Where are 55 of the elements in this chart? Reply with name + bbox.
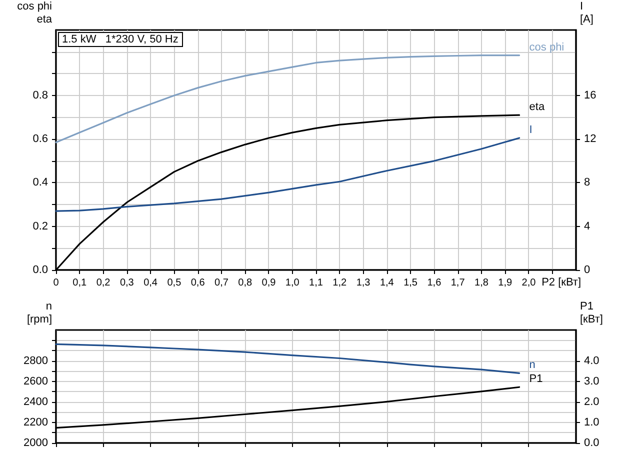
y2-axis-title: P1 [кВт] [580, 300, 603, 326]
y-axis-title: cos phi eta [17, 0, 53, 26]
line-series [55, 54, 520, 144]
y-tick-label: 2000 [24, 437, 48, 449]
y-tick-label: 0.6 [32, 133, 48, 146]
y2-tick-label: 4.0 [584, 354, 600, 367]
x-tick-label: 2,0 [522, 278, 536, 288]
x-tick-label: 1,3 [356, 278, 371, 288]
y-tick-label: 0.8 [32, 89, 48, 102]
series-label: eta [529, 101, 546, 114]
x-tick-label: 0,8 [238, 278, 252, 288]
x-tick-label: 0 [53, 278, 60, 288]
series-label: P1 [529, 373, 543, 386]
y-tick-label: 0.2 [32, 220, 48, 232]
y-tick-label: 2800 [24, 354, 48, 367]
x-tick-label: 1,7 [450, 278, 466, 288]
y2-tick-label: 1.0 [584, 416, 600, 428]
y-tick-label: 2400 [24, 396, 48, 408]
y-tick-label: 0.4 [32, 176, 48, 189]
x-tick-label: 0,7 [214, 278, 229, 288]
x-tick-label: 0,9 [262, 278, 276, 288]
x-axis-title: P2 [кВт] [542, 276, 582, 288]
x-tick-label: 1,5 [404, 278, 418, 288]
x-tick-label: 1,2 [332, 278, 348, 288]
line-series [55, 343, 520, 374]
y2-tick-label: 16 [584, 89, 596, 102]
y2-tick-label: 2.0 [584, 396, 600, 408]
y2-tick-label: 8 [584, 176, 590, 189]
series-label: n [529, 359, 536, 372]
x-tick-label: 0,2 [96, 278, 111, 288]
y-tick-label: 2600 [24, 375, 48, 388]
x-tick-label: 1,4 [380, 278, 394, 288]
y-axis-title: n [rpm] [26, 300, 52, 326]
y2-tick-label: 3.0 [584, 375, 600, 388]
x-tick-label: 1,8 [474, 278, 489, 288]
y-tick-label: 2200 [24, 416, 48, 428]
x-tick-label: 0,6 [190, 278, 206, 288]
x-tick-label: 1,1 [309, 278, 324, 288]
y2-tick-label: 0 [584, 264, 590, 276]
y2-axis-title: I [A] [580, 0, 594, 26]
x-tick-label: 0,1 [72, 278, 88, 288]
y2-tick-label: 12 [584, 133, 596, 146]
series-label: cos phi [529, 41, 564, 54]
x-tick-label: 1,6 [427, 278, 442, 288]
x-tick-label: 0,4 [144, 278, 158, 288]
x-tick-label: 0,5 [167, 278, 182, 288]
y2-tick-label: 4 [584, 220, 590, 232]
x-tick-label: 0,3 [120, 278, 134, 288]
line-series [55, 137, 520, 212]
series-label: I [529, 124, 532, 136]
x-tick-label: 1,0 [285, 278, 300, 288]
x-tick-label: 1,9 [498, 278, 512, 288]
y-tick-label: 0.0 [32, 264, 48, 276]
chart-title: 1.5 kW 1*230 V, 50 Hz [62, 34, 178, 46]
y2-tick-label: 0.0 [584, 437, 600, 449]
